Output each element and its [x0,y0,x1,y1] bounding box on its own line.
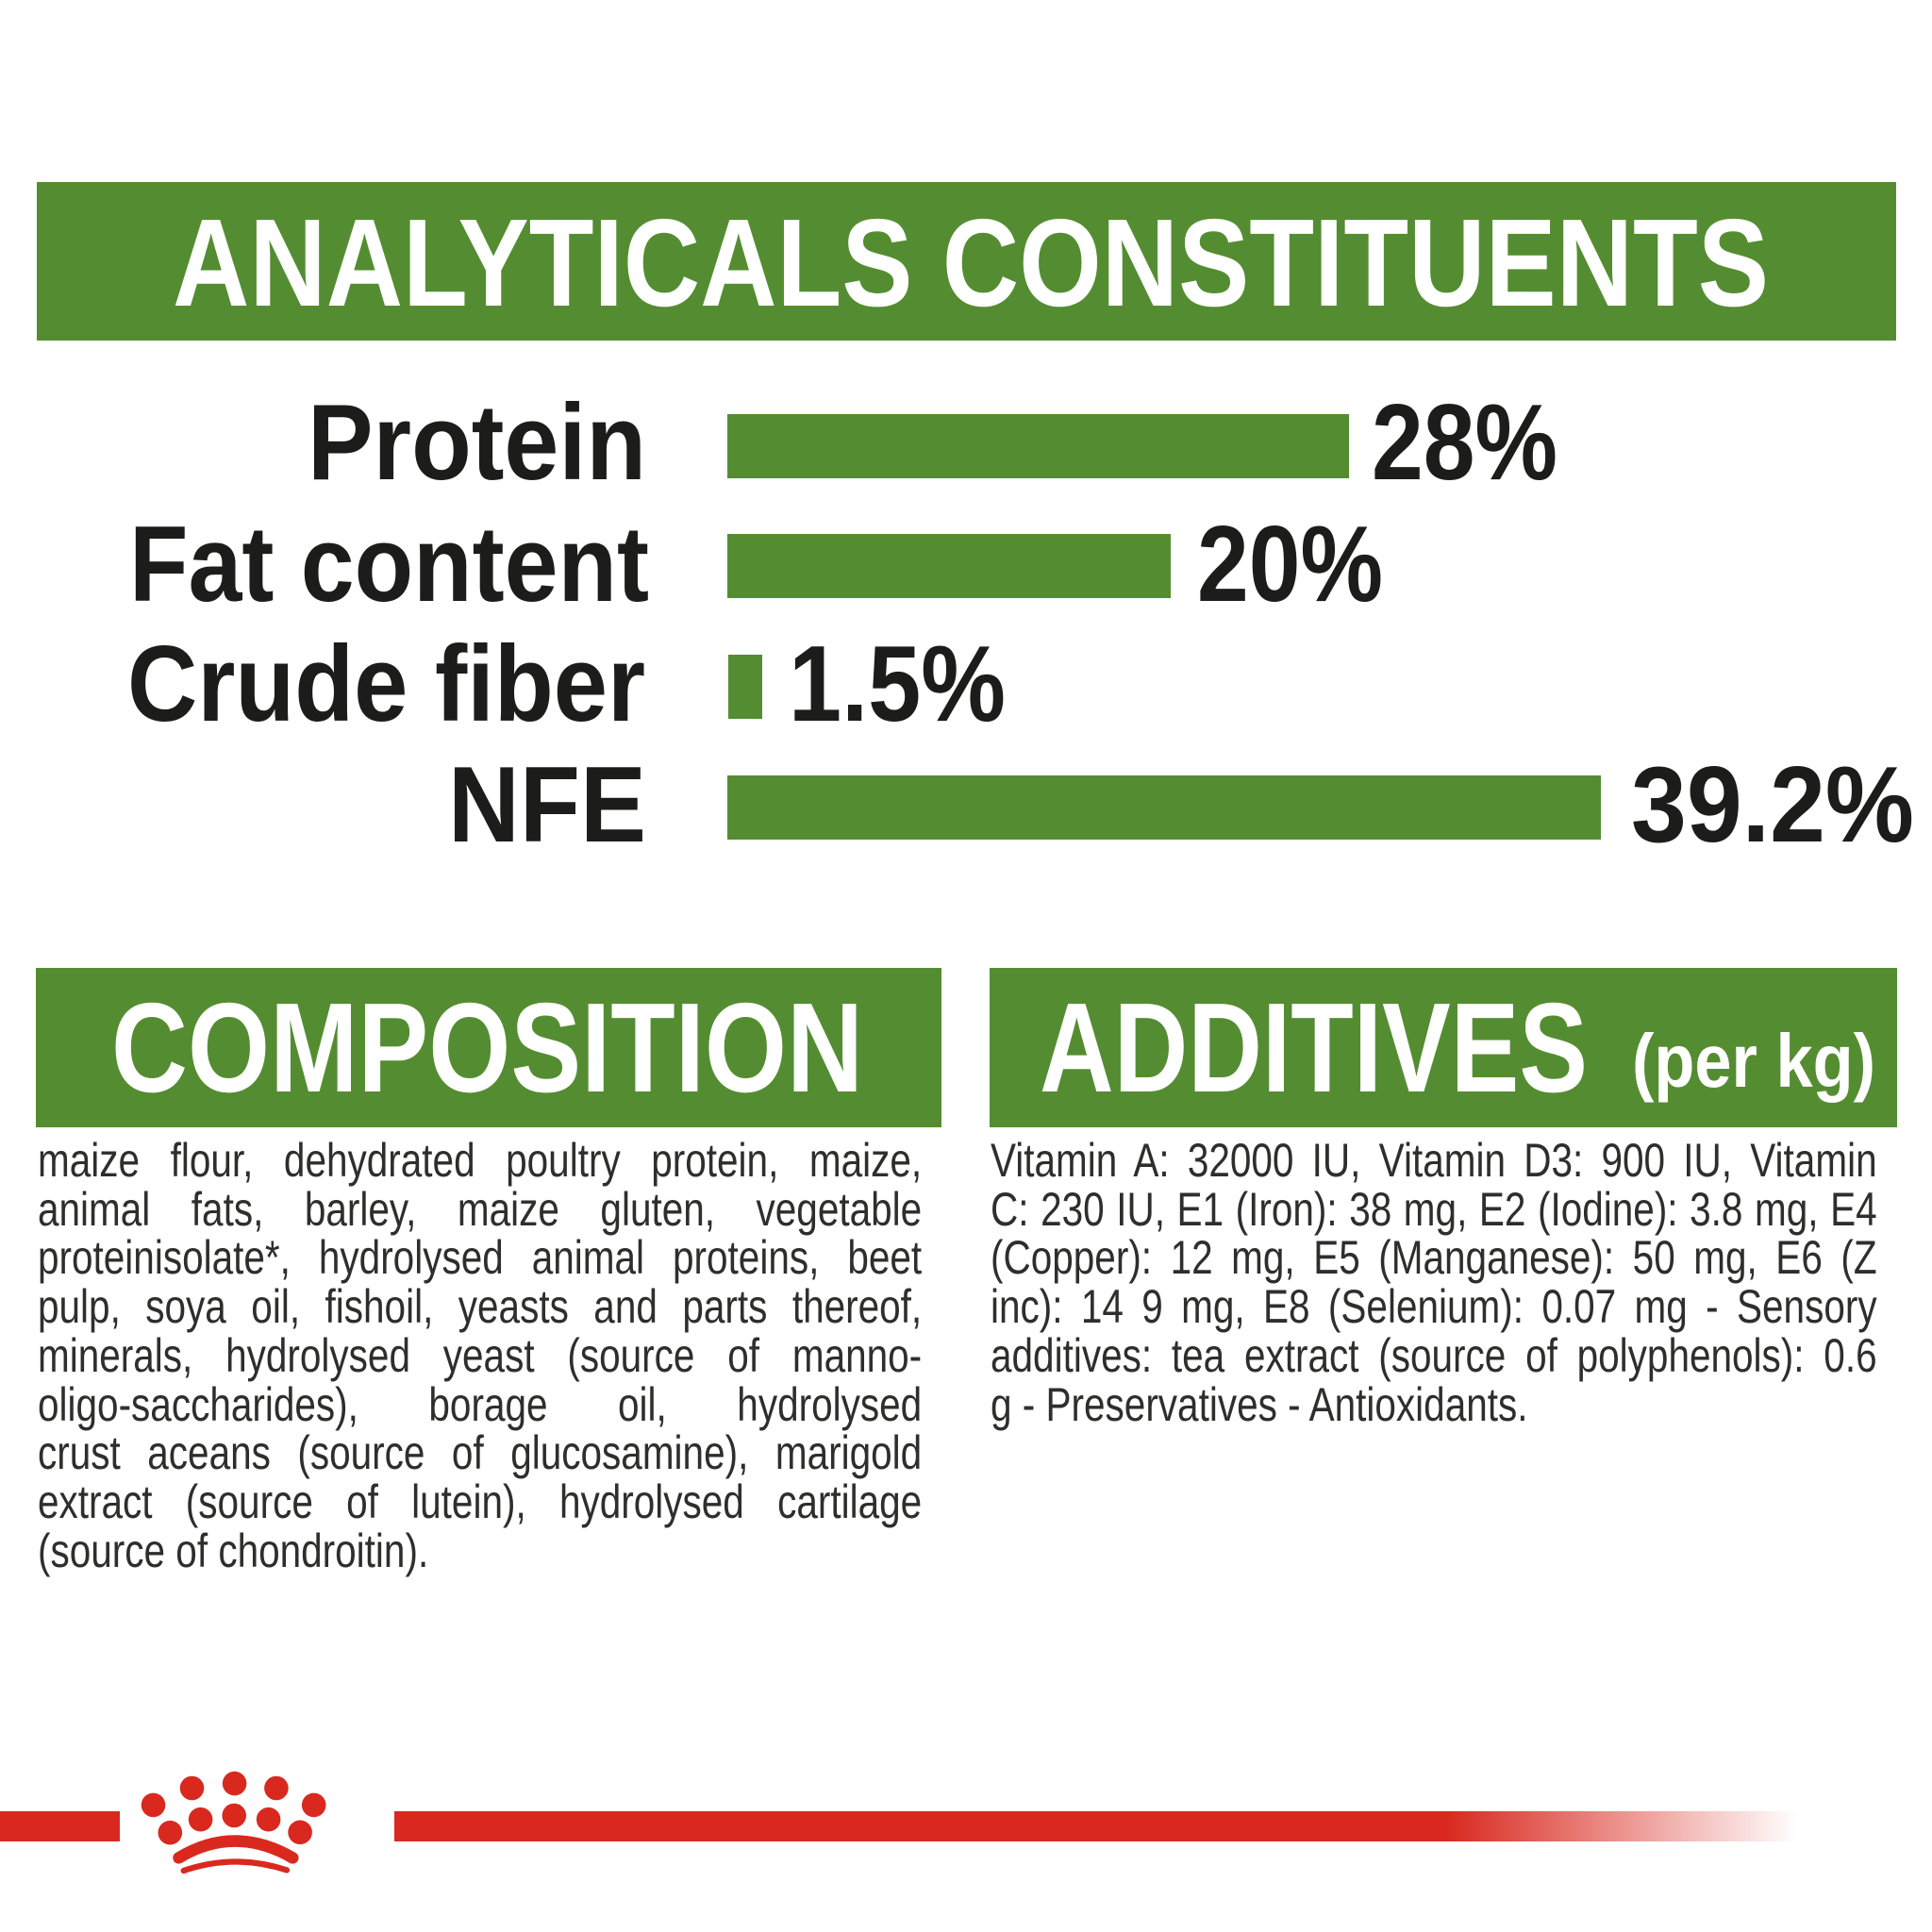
svg-text:(per kg): (per kg) [1632,1019,1875,1103]
svg-text:20%: 20% [1197,505,1383,625]
svg-text:Crude fiber: Crude fiber [127,625,645,744]
svg-text:28%: 28% [1372,383,1557,503]
svg-text:ANALYTICALS CONSTITUENTS: ANALYTICALS CONSTITUENTS [173,193,1769,332]
svg-text:39.2%: 39.2% [1631,745,1914,865]
svg-text:ADDITIVES: ADDITIVES [1040,976,1588,1119]
svg-text:COMPOSITION: COMPOSITION [111,976,863,1119]
svg-text:Protein: Protein [308,383,646,503]
svg-text:1.5%: 1.5% [789,625,1006,744]
svg-text:Fat content: Fat content [129,505,649,625]
svg-text:NFE: NFE [448,745,646,865]
